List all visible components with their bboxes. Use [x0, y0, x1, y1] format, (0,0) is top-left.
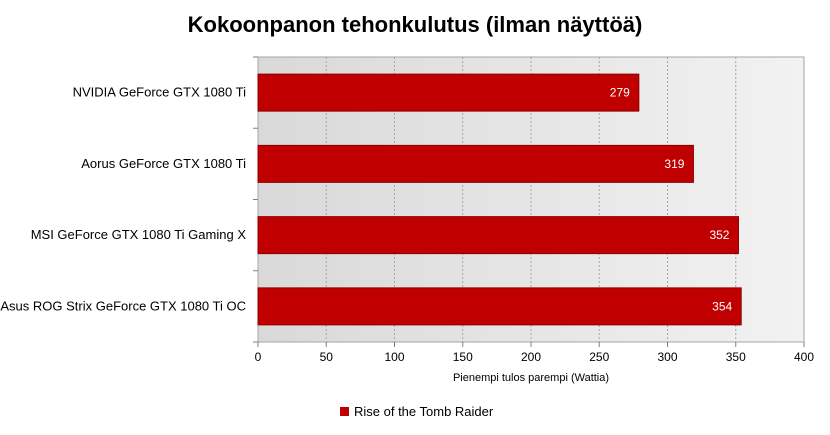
- bar: [257, 216, 739, 255]
- category-label: Aorus GeForce GTX 1080 Ti: [81, 156, 246, 171]
- x-tick-label: 300: [657, 350, 677, 364]
- data-label: 319: [664, 157, 684, 171]
- data-label: 352: [709, 228, 729, 242]
- category-label: MSI GeForce GTX 1080 Ti Gaming X: [31, 227, 247, 242]
- x-tick-label: 400: [794, 350, 814, 364]
- legend: Rise of the Tomb Raider: [340, 404, 493, 419]
- x-axis-title: Pienempi tulos parempi (Wattia): [453, 372, 609, 384]
- bar: [257, 73, 640, 112]
- legend-swatch: [340, 407, 349, 416]
- data-label: 354: [712, 299, 732, 313]
- x-tick-label: 200: [521, 350, 541, 364]
- x-tick-label: 350: [726, 350, 746, 364]
- x-tick-label: 50: [320, 350, 334, 364]
- x-tick-label: 250: [589, 350, 609, 364]
- x-tick-label: 0: [255, 350, 262, 364]
- x-tick-label: 150: [453, 350, 473, 364]
- category-label: NVIDIA GeForce GTX 1080 Ti: [73, 85, 247, 100]
- bar: [257, 287, 742, 326]
- bar: [257, 144, 694, 183]
- category-label: Asus ROG Strix GeForce GTX 1080 Ti OC: [0, 298, 246, 313]
- chart-title: Kokoonpanon tehonkulutus (ilman näyttöä): [187, 12, 643, 37]
- x-tick-label: 100: [384, 350, 404, 364]
- data-label: 279: [610, 86, 630, 100]
- legend-label: Rise of the Tomb Raider: [354, 404, 494, 419]
